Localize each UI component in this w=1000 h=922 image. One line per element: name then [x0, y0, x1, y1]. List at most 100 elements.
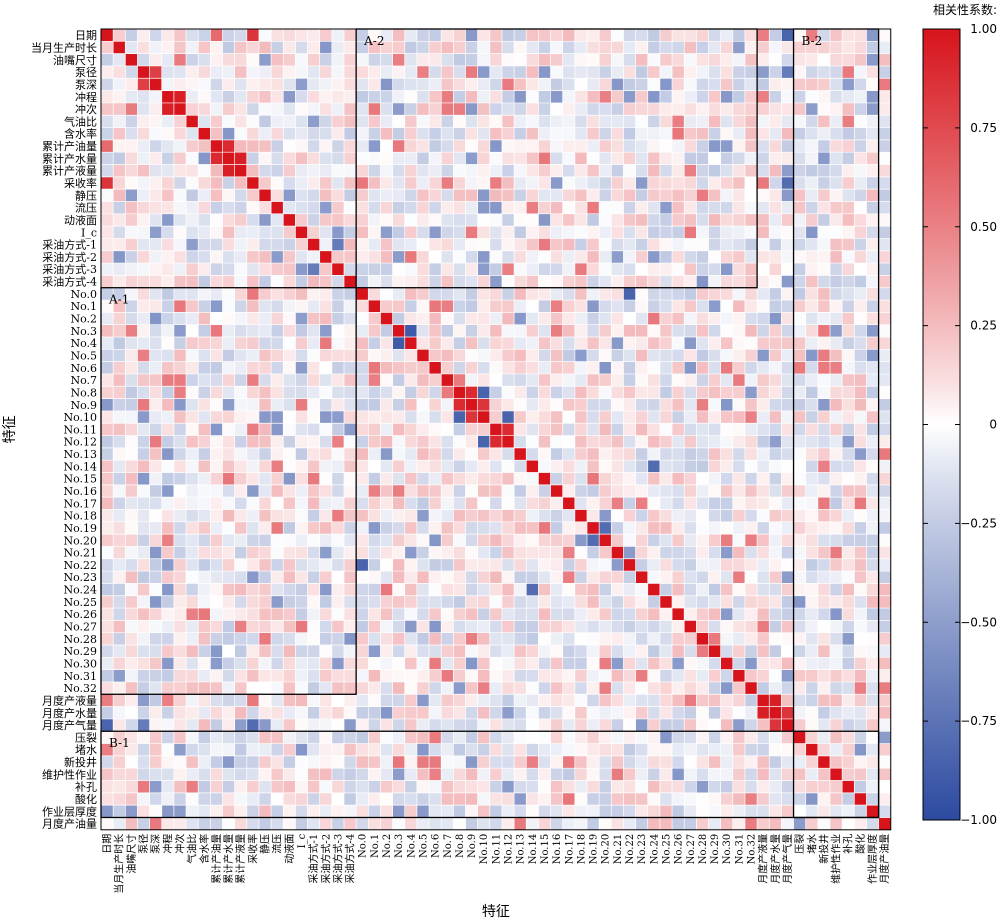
- heatmap-cell: [817, 571, 831, 584]
- heatmap-cell: [501, 423, 515, 436]
- heatmap-cell: [307, 755, 320, 769]
- heatmap-cell: [307, 669, 320, 683]
- heatmap-cell: [866, 534, 879, 547]
- heatmap-cell: [331, 398, 345, 412]
- heatmap-cell: [489, 595, 503, 609]
- heatmap-cell: [672, 435, 685, 449]
- heatmap-cell: [647, 435, 661, 449]
- heatmap-cell: [186, 238, 199, 252]
- heatmap-cell: [441, 620, 454, 633]
- heatmap-cell: [842, 349, 855, 362]
- heatmap-cell: [550, 300, 563, 313]
- heatmap-cell: [283, 349, 296, 362]
- heatmap-cell: [489, 287, 503, 301]
- heatmap-cell: [453, 595, 466, 609]
- heatmap-cell: [101, 115, 114, 128]
- row-label: No.2: [70, 313, 97, 326]
- heatmap-cell: [562, 164, 576, 178]
- heatmap-cell: [344, 546, 357, 560]
- heatmap-cell: [635, 768, 649, 781]
- heatmap-cell: [125, 571, 138, 584]
- heatmap-cell: [623, 90, 636, 104]
- heatmap-cell: [416, 41, 430, 54]
- heatmap-cell: [635, 164, 649, 178]
- heatmap-cell: [137, 521, 150, 535]
- heatmap-cell: [416, 534, 430, 547]
- heatmap-cell: [501, 90, 515, 104]
- heatmap-cell: [344, 29, 357, 42]
- heatmap-cell: [331, 361, 345, 375]
- heatmap-cell: [441, 312, 454, 325]
- heatmap-cell: [489, 447, 503, 461]
- heatmap-cell: [672, 472, 685, 486]
- heatmap-cell: [210, 805, 223, 818]
- heatmap-cell: [696, 324, 709, 338]
- heatmap-cell: [416, 792, 430, 806]
- heatmap-cell: [392, 53, 406, 67]
- heatmap-cell: [866, 583, 879, 597]
- heatmap-cell: [769, 386, 782, 399]
- heatmap-cell: [587, 53, 600, 67]
- heatmap-cell: [684, 694, 697, 707]
- heatmap-cell: [186, 386, 199, 399]
- heatmap-cell: [587, 755, 600, 769]
- row-label: 累计产油量: [42, 139, 97, 153]
- heatmap-cell: [781, 595, 794, 609]
- heatmap-cell: [757, 817, 770, 831]
- heatmap-cell: [635, 460, 649, 473]
- heatmap-cell: [647, 460, 661, 473]
- heatmap-cell: [720, 558, 734, 572]
- heatmap-cell: [307, 386, 320, 399]
- heatmap-cell: [830, 250, 843, 264]
- heatmap-cell: [550, 497, 563, 510]
- heatmap-cell: [137, 755, 150, 769]
- heatmap-cell: [793, 583, 806, 597]
- heatmap-cell: [599, 608, 612, 621]
- heatmap-cell: [550, 534, 563, 547]
- heatmap-cell: [562, 645, 576, 658]
- heatmap-cell: [854, 632, 867, 646]
- heatmap-cell: [356, 805, 369, 818]
- heatmap-cell: [514, 189, 527, 202]
- heatmap-cell: [173, 447, 187, 461]
- heatmap-cell: [866, 669, 879, 683]
- heatmap-cell: [113, 164, 126, 178]
- heatmap-cell: [234, 176, 248, 190]
- heatmap-cell: [477, 226, 491, 239]
- column-label: 酸化: [854, 834, 867, 854]
- heatmap-cell: [210, 583, 223, 597]
- heatmap-cell: [647, 571, 661, 584]
- heatmap-cell: [137, 484, 150, 498]
- heatmap-cell: [125, 65, 138, 79]
- row-label: No.32: [63, 682, 97, 695]
- y-axis-title: 特征: [2, 415, 18, 443]
- heatmap-cell: [258, 275, 272, 289]
- heatmap-cell: [623, 300, 636, 313]
- heatmap-cell: [477, 164, 491, 178]
- heatmap-cell: [732, 447, 746, 461]
- heatmap-cell: [550, 312, 563, 325]
- heatmap-cell: [526, 521, 539, 535]
- heatmap-cell: [672, 164, 685, 178]
- heatmap-cell: [854, 152, 867, 165]
- heatmap-cell: [501, 706, 515, 720]
- heatmap-cell: [283, 558, 296, 572]
- heatmap-cell: [198, 386, 211, 399]
- heatmap-cell: [271, 373, 284, 387]
- heatmap-cell: [623, 817, 636, 831]
- heatmap-cell: [125, 817, 138, 831]
- heatmap-cell: [830, 460, 843, 473]
- heatmap-cell: [574, 164, 588, 178]
- heatmap-cell: [757, 805, 770, 818]
- column-label: 泵深: [150, 834, 162, 854]
- heatmap-cell: [295, 201, 308, 215]
- heatmap-cell: [137, 65, 150, 79]
- heatmap-cell: [356, 731, 369, 744]
- heatmap-cell: [574, 78, 588, 91]
- heatmap-cell: [416, 275, 430, 289]
- heatmap-cell: [101, 805, 114, 818]
- heatmap-cell: [708, 743, 721, 757]
- heatmap-cell: [283, 521, 296, 535]
- heatmap-cell: [744, 189, 758, 202]
- heatmap-cell: [416, 435, 430, 449]
